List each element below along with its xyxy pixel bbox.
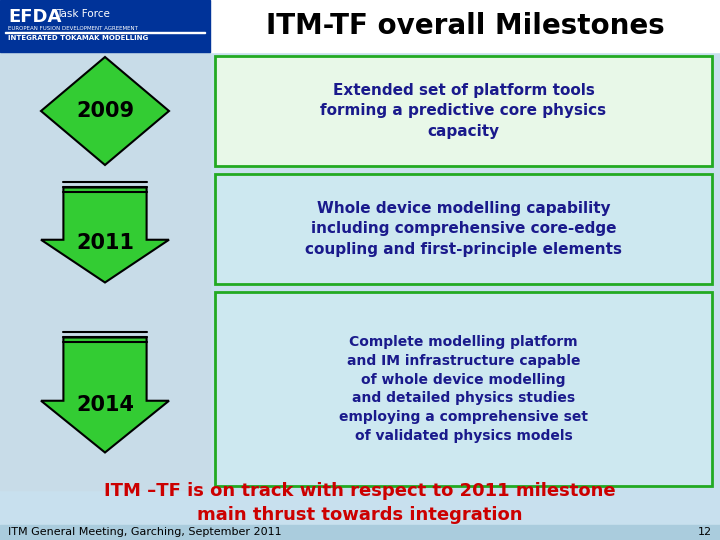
Bar [0,0,720,52]
Text: Task Force: Task Force [56,9,110,19]
Text: 2014: 2014 [76,395,134,415]
Text: INTEGRATED TOKAMAK MODELLING: INTEGRATED TOKAMAK MODELLING [8,35,148,41]
Bar [5,32,205,33]
Text: ITM –TF is on track with respect to 2011 milestone
main thrust towards integrati: ITM –TF is on track with respect to 2011… [104,482,616,524]
FancyBboxPatch shape [215,56,712,166]
Polygon shape [41,338,169,453]
Polygon shape [41,187,169,282]
FancyBboxPatch shape [215,174,712,284]
Bar [0,525,720,540]
Text: Extended set of platform tools
forming a predictive core physics
capacity: Extended set of platform tools forming a… [320,83,606,139]
Text: ITM General Meeting, Garching, September 2011: ITM General Meeting, Garching, September… [8,527,282,537]
FancyBboxPatch shape [215,292,712,486]
Text: EFDA: EFDA [8,8,61,26]
Bar [0,0,210,52]
Text: EUROPEAN FUSION DEVELOPMENT AGREEMENT: EUROPEAN FUSION DEVELOPMENT AGREEMENT [8,26,138,31]
Bar [0,52,210,490]
Text: 2011: 2011 [76,233,134,253]
Polygon shape [41,57,169,165]
Text: 12: 12 [698,527,712,537]
Text: ITM-TF overall Milestones: ITM-TF overall Milestones [266,12,665,40]
Text: Complete modelling platform
and IM infrastructure capable
of whole device modell: Complete modelling platform and IM infra… [339,335,588,443]
Text: 2009: 2009 [76,101,134,121]
Text: Whole device modelling capability
including comprehensive core-edge
coupling and: Whole device modelling capability includ… [305,201,622,257]
